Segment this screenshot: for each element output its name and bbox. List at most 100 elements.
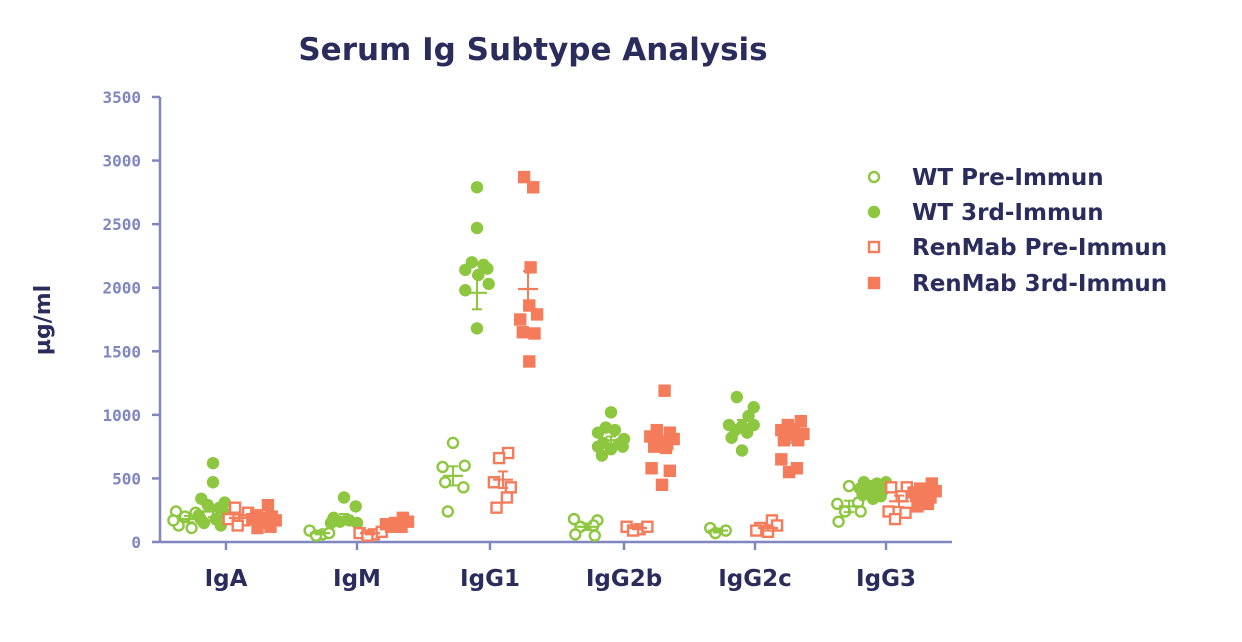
x-tick-label: IgG2c — [718, 566, 792, 592]
y-tick-label: 1500 — [102, 342, 141, 361]
data-point — [228, 501, 242, 514]
data-point — [470, 221, 484, 235]
data-point — [641, 520, 654, 533]
chart-title: Serum Ig Subtype Analysis — [298, 32, 767, 68]
data-point — [730, 390, 743, 404]
data-point — [436, 460, 449, 474]
series-3 — [246, 170, 942, 535]
data-point — [567, 512, 581, 526]
axes: 0 500 1000 1500 2000 2500 3000 3500 IgA IgM IgG1 Ig… — [102, 88, 952, 592]
data-point — [517, 170, 531, 184]
data-point — [458, 459, 471, 472]
data-point — [888, 512, 902, 526]
data-point — [866, 492, 880, 505]
data-point — [854, 505, 867, 518]
x-tick-label: IgG3 — [856, 566, 916, 592]
x-tick-label: IgG1 — [460, 566, 520, 592]
data-point — [516, 326, 529, 339]
data-point — [523, 355, 536, 368]
legend-item: RenMab Pre-Immun — [867, 235, 1167, 261]
data-point — [457, 481, 470, 494]
legend-marker — [867, 240, 881, 254]
data-point — [470, 181, 484, 194]
data-point — [655, 478, 669, 491]
y-axis-label: µg/ml — [31, 285, 56, 355]
data-point — [459, 263, 472, 277]
x-tick-label: IgA — [205, 566, 248, 592]
data-point — [201, 498, 214, 512]
data-point — [921, 497, 935, 511]
y-tick-label: 2500 — [102, 215, 141, 234]
data-point — [911, 500, 924, 513]
data-point — [725, 431, 738, 444]
data-point — [261, 498, 275, 512]
data-point — [530, 308, 544, 321]
data-point — [350, 516, 364, 530]
data-point — [588, 529, 601, 542]
data-point — [470, 322, 484, 335]
data-point — [197, 516, 211, 530]
data-point — [885, 481, 898, 494]
data-point — [663, 464, 676, 477]
data-point — [595, 449, 609, 462]
data-point — [492, 451, 506, 465]
y-tick-label: 0 — [131, 533, 141, 552]
data-point — [441, 505, 454, 518]
series-0 — [167, 436, 867, 542]
data-point — [337, 491, 351, 504]
legend-label: RenMab 3rd-Immun — [912, 271, 1167, 297]
legend-item: WT 3rd-Immun — [867, 200, 1104, 226]
data-point — [750, 524, 763, 537]
series-2 — [222, 446, 913, 542]
data-point — [856, 488, 869, 502]
legend-label: WT 3rd-Immun — [912, 200, 1104, 226]
data-point — [777, 434, 791, 447]
data-point — [514, 313, 527, 326]
data-point — [528, 327, 541, 340]
y-tick-label: 1000 — [102, 406, 141, 425]
data-point — [899, 506, 912, 519]
legend-marker — [867, 170, 881, 184]
legend-marker — [867, 276, 881, 290]
y-tick-label: 3000 — [102, 152, 141, 171]
legend-label: RenMab Pre-Immun — [912, 235, 1167, 261]
data-point — [591, 426, 605, 439]
data-point — [775, 453, 788, 466]
data-point — [490, 501, 503, 514]
data-point — [832, 515, 845, 528]
data-point — [481, 262, 494, 275]
x-tick-label: IgG2b — [586, 566, 662, 592]
data-point — [206, 476, 220, 489]
data-point — [882, 505, 895, 518]
data-point — [206, 456, 220, 470]
data-point — [324, 516, 338, 530]
y-tick-label: 2000 — [102, 279, 141, 298]
data-point — [608, 423, 622, 437]
legend-item: RenMab 3rd-Immun — [867, 271, 1167, 297]
data-point — [222, 512, 235, 526]
data-point — [626, 524, 640, 537]
data-point — [842, 479, 856, 493]
data-point — [251, 521, 264, 535]
data-point — [735, 444, 749, 457]
data-point — [482, 277, 495, 291]
legend-label: WT Pre-Immun — [912, 165, 1104, 191]
data-point — [439, 476, 452, 489]
data-point — [645, 462, 658, 475]
legend-item: WT Pre-Immun — [867, 165, 1104, 191]
data-point — [500, 491, 514, 504]
data-point — [472, 268, 485, 282]
data-point — [569, 528, 582, 541]
data-point — [459, 284, 472, 297]
data-point — [604, 442, 618, 456]
data-point — [185, 521, 198, 535]
data-marks — [167, 170, 942, 542]
data-point — [167, 514, 180, 527]
data-point — [527, 181, 540, 194]
data-point — [604, 406, 618, 419]
data-point — [782, 465, 796, 479]
data-point — [487, 476, 501, 489]
data-point — [658, 384, 671, 397]
y-tick-label: 3500 — [102, 88, 141, 107]
